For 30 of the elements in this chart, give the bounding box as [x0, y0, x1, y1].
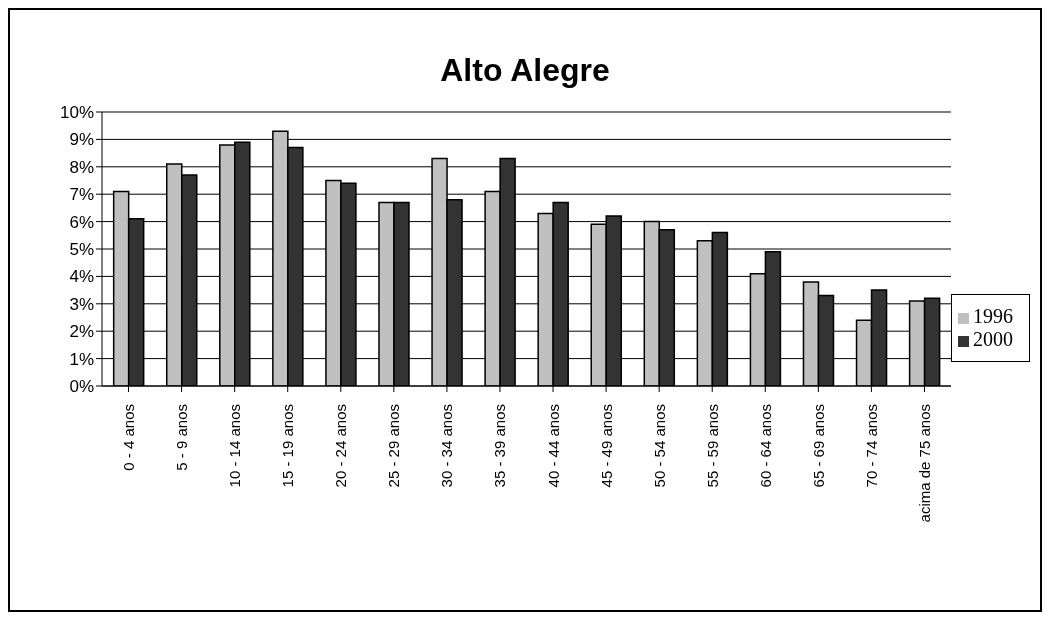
- y-tick-label: 6%: [69, 212, 94, 232]
- y-tick-label: 7%: [69, 185, 94, 205]
- x-tick-label: acima de 75 anos: [915, 404, 933, 523]
- x-tick-label: 40 - 44 anos: [544, 404, 562, 488]
- y-tick-label: 4%: [69, 267, 94, 287]
- y-tick-label: 9%: [69, 130, 94, 150]
- y-tick-label: 1%: [69, 349, 94, 369]
- x-tick-label: 65 - 69 anos: [809, 404, 827, 488]
- x-tick-label: 50 - 54 anos: [650, 404, 668, 488]
- y-tick-label: 2%: [69, 322, 94, 342]
- y-tick-label: 0%: [69, 377, 94, 397]
- x-tick-label: 20 - 24 anos: [332, 404, 350, 488]
- x-tick-label: 30 - 34 anos: [438, 404, 456, 488]
- y-tick-label: 5%: [69, 240, 94, 260]
- x-tick-label: 55 - 59 anos: [703, 404, 721, 488]
- x-tick-label: 35 - 39 anos: [491, 404, 509, 488]
- y-tick-label: 8%: [69, 157, 94, 177]
- legend-label: 1996: [973, 305, 1013, 327]
- x-tick-label: 70 - 74 anos: [862, 404, 880, 488]
- x-tick-label: 25 - 29 anos: [385, 404, 403, 488]
- x-tick-label: 5 - 9 anos: [173, 404, 191, 471]
- x-tick-label: 10 - 14 anos: [226, 404, 244, 488]
- x-tick-label: 45 - 49 anos: [597, 404, 615, 488]
- y-tick-label: 10%: [59, 103, 94, 123]
- x-tick-label: 60 - 64 anos: [756, 404, 774, 488]
- x-tick-label: 0 - 4 anos: [120, 404, 138, 471]
- y-tick-label: 3%: [69, 294, 94, 314]
- x-tick-label: 15 - 19 anos: [279, 404, 297, 488]
- legend-label: 2000: [973, 328, 1013, 350]
- chart-title: Alto Alegre: [439, 51, 611, 90]
